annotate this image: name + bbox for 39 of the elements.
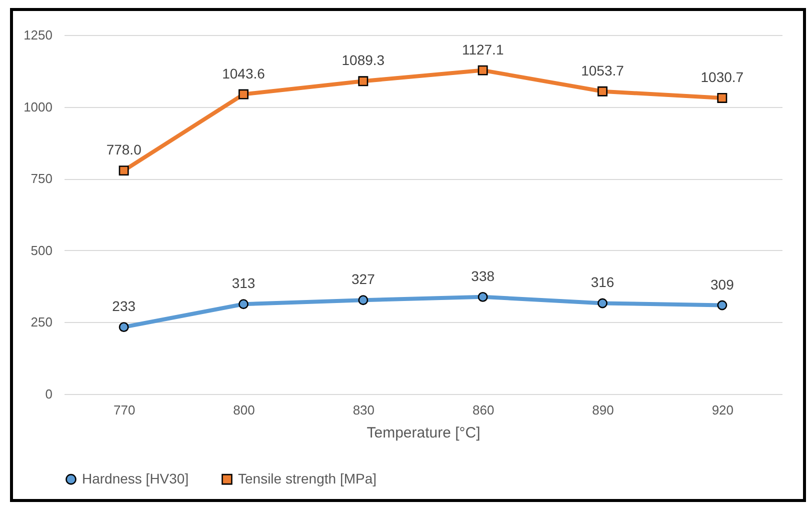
data-label: 1030.7 — [700, 68, 744, 85]
data-label: 313 — [232, 275, 256, 292]
data-label: 1127.1 — [462, 41, 504, 58]
legend-label: Hardness [HV30] — [82, 470, 189, 486]
point — [598, 298, 608, 308]
point — [478, 65, 488, 76]
point — [238, 89, 248, 100]
data-label: 338 — [471, 268, 495, 284]
data-label: 233 — [112, 298, 136, 314]
data-label: 309 — [710, 276, 734, 292]
x-axis-title: Temperature [°C] — [366, 424, 480, 442]
data-label: 316 — [590, 274, 614, 290]
point — [118, 166, 129, 176]
y-tick-label: 500 — [30, 242, 52, 258]
point — [238, 299, 248, 310]
y-tick-label: 750 — [30, 171, 52, 186]
point — [358, 76, 368, 86]
point — [118, 322, 129, 332]
data-label: 1043.6 — [222, 65, 266, 82]
point — [478, 292, 488, 302]
point — [358, 295, 368, 306]
data-label: 1053.7 — [581, 62, 624, 78]
data-label: 1089.3 — [342, 52, 385, 68]
x-tick-label: 770 — [113, 402, 136, 418]
data-label: 327 — [351, 271, 376, 288]
point — [717, 93, 728, 103]
x-tick-label: 860 — [472, 402, 494, 418]
x-tick-label: 920 — [712, 402, 734, 418]
x-tick-label: 830 — [352, 402, 375, 418]
x-tick-label: 890 — [592, 402, 614, 418]
point — [598, 86, 608, 96]
y-tick-label: 1000 — [24, 99, 52, 114]
y-tick-label: 1250 — [24, 28, 52, 42]
y-tick-label: 250 — [30, 314, 52, 330]
legend-label: Tensile strength [MPa] — [238, 470, 377, 486]
y-tick-label: 0 — [45, 386, 52, 402]
x-tick-label: 800 — [233, 402, 255, 418]
data-label: 778.0 — [106, 142, 142, 158]
point — [717, 300, 728, 310]
